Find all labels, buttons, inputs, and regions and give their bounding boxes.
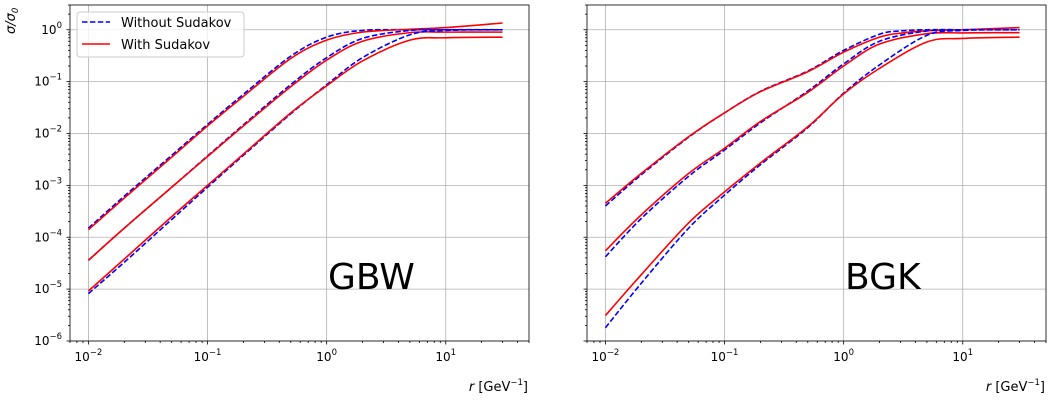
series-with-sudakov-1: [604, 26, 1020, 204]
y-tick-label: 10−6: [34, 332, 62, 348]
x-axis-label-gbw: r [GeV−1]: [469, 378, 528, 395]
panel-bgk: 10−2 10−1 100 101 BGK r [GeV−1]: [583, 4, 1047, 395]
x-tick-label: 101: [952, 348, 973, 364]
legend-label-without-sudakov: Without Sudakov: [121, 16, 232, 31]
x-tick-label: 10−2: [75, 348, 103, 364]
axes-frame-gbw: [69, 4, 530, 342]
series-gbw: [87, 22, 503, 295]
panel-label-bgk: BGK: [845, 257, 922, 298]
x-axis-label-unit-exp: −1: [1027, 378, 1040, 388]
x-tick-label: 10−1: [194, 348, 222, 364]
x-tick-label: 10−2: [592, 348, 620, 364]
series-bgk: [604, 26, 1020, 329]
series-without-sudakov-2: [604, 28, 1020, 258]
x-axis-label-unit-exp: −1: [510, 378, 523, 388]
y-tick-label: 100: [41, 21, 62, 37]
y-tick-label: 10−5: [34, 280, 62, 296]
y-axis-label: σ/σ0: [4, 8, 21, 34]
x-axis-label-unit-close: ]: [523, 380, 528, 395]
x-axis-label-unit-open: [GeV: [991, 380, 1027, 395]
axes-frame-bgk: [586, 4, 1047, 342]
series-with-sudakov-3: [604, 31, 1020, 252]
series-with-sudakov-1: [87, 22, 503, 231]
ticks-bgk: 10−2 10−1 100 101: [583, 4, 1047, 364]
x-tick-label: 100: [316, 348, 337, 364]
x-axis-label-bgk: r [GeV−1]: [986, 378, 1045, 395]
y-axis-label-sub: 0: [11, 8, 21, 13]
ticks-gbw: 10−2 10−1 100 101 10−6 10−5 10−4 10−3 10−2 10−1 10…: [34, 4, 530, 364]
legend: Without Sudakov With Sudakov: [76, 11, 245, 58]
x-axis-label-main: r: [986, 380, 993, 395]
y-tick-label: 10−1: [34, 73, 62, 89]
x-tick-label: 100: [833, 348, 854, 364]
x-axis-label-unit-open: [GeV: [474, 380, 510, 395]
x-tick-label: 10−1: [711, 348, 739, 364]
panel-gbw: 10−2 10−1 100 101 10−6 10−5 10−4 10−3 10−2 10−1 10…: [4, 4, 530, 395]
series-with-sudakov-5: [87, 36, 503, 292]
y-tick-label: 10−2: [34, 125, 62, 141]
series-with-sudakov-3: [87, 31, 503, 261]
series-with-sudakov-5: [604, 36, 1020, 317]
panel-label-gbw: GBW: [328, 257, 415, 298]
y-tick-label: 10−3: [34, 176, 62, 192]
x-axis-label-unit-close: ]: [1040, 380, 1045, 395]
x-axis-label-main: r: [469, 380, 476, 395]
legend-frame: [76, 11, 245, 58]
series-without-sudakov-0: [87, 28, 503, 229]
y-tick-label: 10−4: [34, 228, 62, 244]
legend-label-with-sudakov: With Sudakov: [121, 38, 210, 53]
series-without-sudakov-2: [87, 28, 503, 261]
x-tick-label: 101: [435, 348, 456, 364]
y-axis-label-main: σ/σ: [4, 12, 19, 34]
